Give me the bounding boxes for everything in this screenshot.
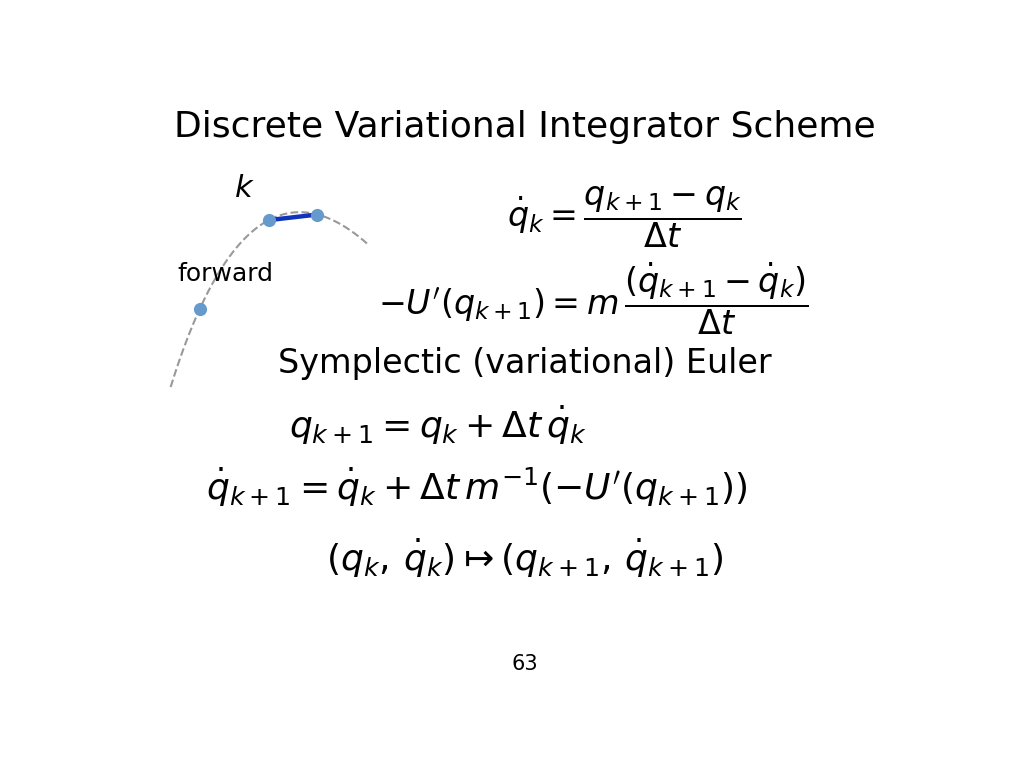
Point	[309, 208, 326, 220]
Text: 63: 63	[511, 654, 539, 674]
Text: $q_{k+1} = q_k + \Delta t\, \dot{q}_k$: $q_{k+1} = q_k + \Delta t\, \dot{q}_k$	[289, 404, 587, 447]
Text: $k$: $k$	[234, 174, 255, 204]
Text: $\dot{q}_{k+1} = \dot{q}_k + \Delta t\, m^{-1}({-U'(q_{k+1})})$: $\dot{q}_{k+1} = \dot{q}_k + \Delta t\, …	[206, 465, 748, 508]
Text: forward: forward	[177, 263, 272, 286]
Text: $(q_k,\, \dot{q}_k) \mapsto (q_{k+1},\, \dot{q}_{k+1})$: $(q_k,\, \dot{q}_k) \mapsto (q_{k+1},\, …	[326, 538, 724, 580]
Text: Symplectic (variational) Euler: Symplectic (variational) Euler	[278, 347, 772, 380]
Point	[191, 303, 208, 315]
Text: $\dot{q}_k = \dfrac{q_{k+1} - q_k}{\Delta t}$: $\dot{q}_k = \dfrac{q_{k+1} - q_k}{\Delt…	[507, 185, 741, 250]
Text: Discrete Variational Integrator Scheme: Discrete Variational Integrator Scheme	[174, 110, 876, 144]
Point	[260, 214, 276, 227]
Text: $-U'(q_{k+1}) = m\,\dfrac{(\dot{q}_{k+1} - \dot{q}_k)}{\Delta t}$: $-U'(q_{k+1}) = m\,\dfrac{(\dot{q}_{k+1}…	[378, 260, 808, 337]
